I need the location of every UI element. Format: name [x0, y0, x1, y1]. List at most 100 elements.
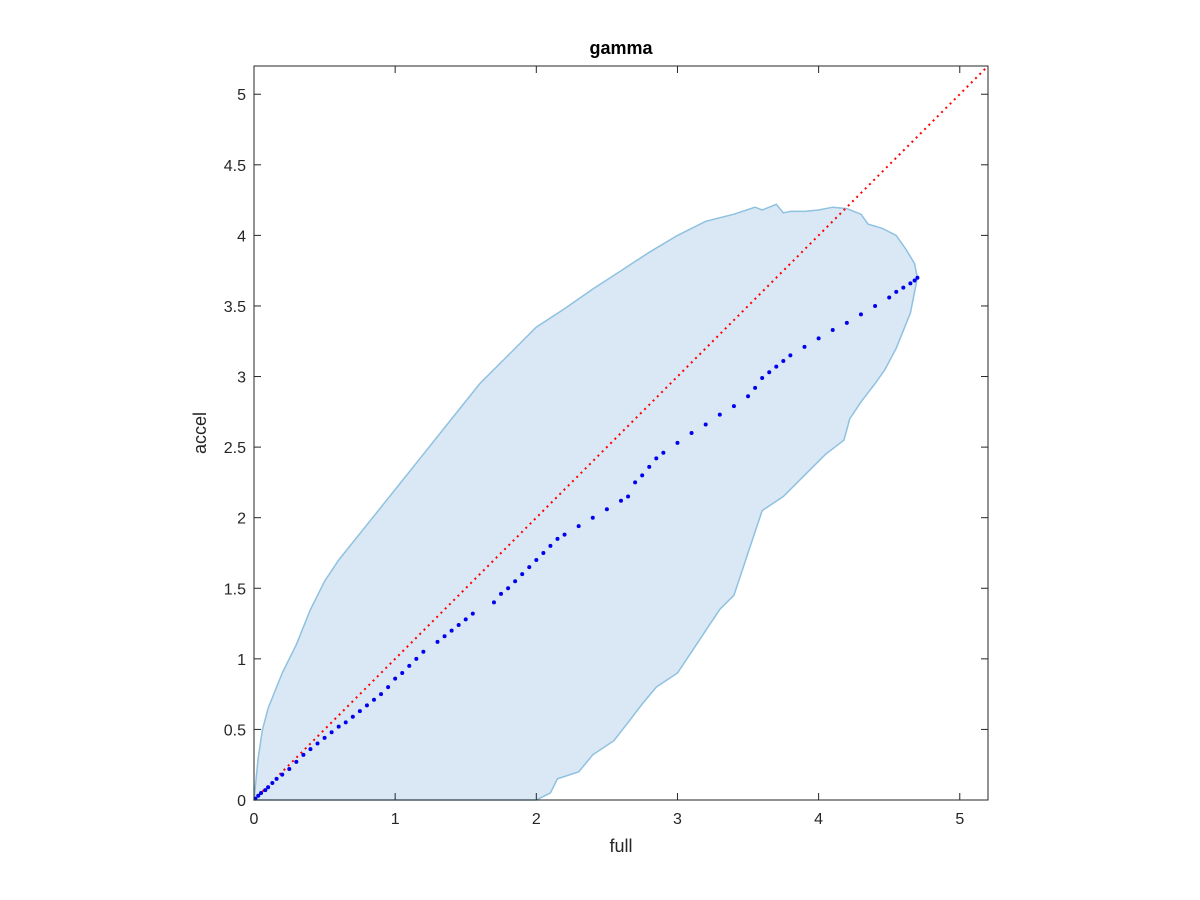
data-point [802, 344, 807, 349]
data-point [266, 785, 271, 790]
x-tick-label: 3 [673, 811, 682, 828]
data-point [534, 558, 539, 563]
data-point [774, 364, 779, 369]
data-point [555, 536, 560, 541]
data-point [731, 404, 736, 409]
data-point [343, 720, 348, 725]
data-point [703, 422, 708, 427]
data-point [908, 281, 913, 286]
data-point [280, 772, 285, 777]
data-point [661, 450, 666, 455]
y-tick-label: 3.5 [224, 299, 246, 316]
data-point [350, 714, 355, 719]
data-point [256, 793, 261, 798]
data-point [901, 285, 906, 290]
data-point [506, 586, 511, 591]
data-point [274, 776, 279, 781]
data-point [626, 494, 631, 499]
reference-diagonal-line [253, 65, 989, 801]
data-points [253, 275, 920, 801]
data-point [435, 639, 440, 644]
data-point [513, 579, 518, 584]
data-point [414, 656, 419, 661]
data-point [717, 412, 722, 417]
data-point [858, 312, 863, 317]
confidence-band [253, 203, 919, 801]
y-tick-label: 4.5 [224, 158, 246, 175]
data-point [576, 524, 581, 529]
data-point [470, 611, 475, 616]
data-point [781, 359, 786, 364]
data-point [562, 532, 567, 537]
x-tick-label: 1 [391, 811, 400, 828]
data-point [541, 550, 546, 555]
x-tick-label: 4 [814, 811, 823, 828]
x-axis-label: full [609, 836, 632, 856]
data-point [491, 600, 496, 605]
data-point [287, 766, 292, 771]
data-point [442, 634, 447, 639]
data-point [640, 473, 645, 478]
data-point [407, 663, 412, 668]
y-tick-label: 5 [237, 87, 246, 104]
data-point [322, 735, 327, 740]
data-point [294, 759, 299, 764]
data-point [449, 628, 454, 633]
x-axis-ticks: 0 1 2 3 4 5 [250, 66, 964, 828]
data-point [259, 790, 264, 795]
data-point [675, 440, 680, 445]
x-tick-label: 2 [532, 811, 541, 828]
data-point [520, 572, 525, 577]
data-point [357, 709, 362, 714]
data-point [548, 543, 553, 548]
data-point [329, 730, 334, 735]
data-point [421, 649, 426, 654]
data-point [619, 498, 623, 503]
data-point [400, 670, 405, 675]
data-point [315, 741, 320, 746]
data-point [270, 781, 275, 786]
y-tick-label: 0.5 [224, 722, 246, 739]
data-point [336, 724, 341, 729]
y-axis-label: accel [190, 412, 210, 454]
data-point [894, 289, 899, 294]
data-point [844, 320, 849, 325]
data-point [767, 370, 772, 375]
data-point [760, 375, 765, 380]
data-point [788, 353, 793, 358]
x-tick-label: 0 [250, 811, 259, 828]
data-point [301, 752, 306, 757]
data-point [263, 788, 268, 793]
data-point [604, 507, 609, 512]
data-point [915, 275, 920, 280]
data-point [647, 464, 652, 469]
y-tick-label: 1.5 [224, 581, 246, 598]
data-point [527, 565, 532, 570]
data-point [590, 515, 595, 520]
data-point [689, 431, 694, 435]
x-tick-label: 5 [955, 811, 964, 828]
y-tick-label: 1 [237, 652, 246, 669]
plot-area: 0 1 2 3 4 5 0 0.5 1 1.5 2 2.5 3 3.5 4 4.5 5 [224, 65, 989, 828]
data-point [499, 591, 504, 596]
data-point [393, 676, 398, 681]
data-point [456, 622, 461, 627]
y-tick-label: 2.5 [224, 440, 246, 457]
data-point [830, 327, 835, 332]
data-point [371, 697, 376, 702]
y-axis-ticks: 0 0.5 1 1.5 2 2.5 3 3.5 4 4.5 5 [224, 87, 988, 810]
chart-title: gamma [589, 38, 653, 58]
data-point [873, 303, 878, 308]
data-point [816, 336, 821, 341]
y-tick-label: 2 [237, 511, 246, 528]
y-tick-label: 0 [237, 793, 246, 810]
data-point [746, 394, 751, 399]
data-point [654, 456, 659, 461]
data-point [364, 703, 369, 708]
y-tick-label: 4 [237, 228, 246, 245]
data-point [379, 692, 384, 697]
data-point [463, 617, 468, 622]
data-point [753, 385, 758, 390]
data-point [887, 295, 892, 300]
